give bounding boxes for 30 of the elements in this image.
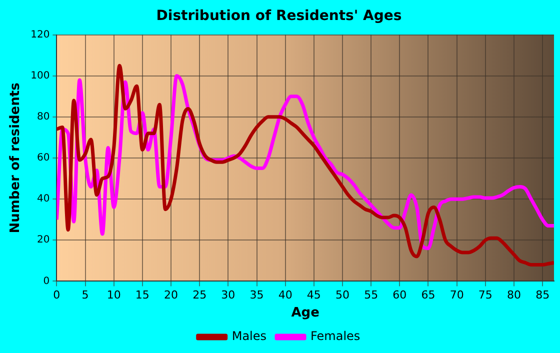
x-tick-label: 40 — [278, 288, 292, 302]
x-axis-title: Age — [291, 306, 320, 321]
x-tick-label: 50 — [336, 288, 350, 302]
legend-label: Females — [310, 329, 360, 344]
x-tick-label: 70 — [450, 288, 464, 302]
y-tick-label: 100 — [30, 70, 50, 82]
x-tick-label: 30 — [221, 288, 236, 302]
x-tick-label: 35 — [250, 288, 264, 302]
x-tick-label: 65 — [421, 288, 436, 302]
x-tick-label: 45 — [306, 288, 321, 302]
x-tick-label: 20 — [164, 288, 178, 302]
legend-label: Males — [232, 329, 267, 344]
y-tick-label: 80 — [36, 112, 50, 123]
x-tick-label: 10 — [106, 288, 121, 302]
x-tick-label: 80 — [506, 288, 521, 302]
y-tick-label: 60 — [36, 152, 50, 164]
x-tick-label: 85 — [536, 288, 550, 302]
y-tick-label: 20 — [36, 234, 50, 246]
x-tick-label: 60 — [392, 288, 407, 302]
x-tick-label: 75 — [478, 288, 492, 302]
y-tick-label: 0 — [43, 276, 50, 287]
y-tick-label: 40 — [36, 194, 50, 205]
x-tick-label: 5 — [82, 288, 89, 302]
x-tick-label: 25 — [192, 288, 207, 302]
y-axis-title: Number of residents — [8, 82, 24, 234]
x-tick-label: 0 — [53, 288, 60, 302]
x-tick-label: 55 — [364, 288, 378, 302]
y-tick-label: 120 — [30, 29, 50, 40]
chart-title: Distribution of Residents' Ages — [156, 8, 402, 24]
x-tick-label: 15 — [135, 288, 150, 302]
